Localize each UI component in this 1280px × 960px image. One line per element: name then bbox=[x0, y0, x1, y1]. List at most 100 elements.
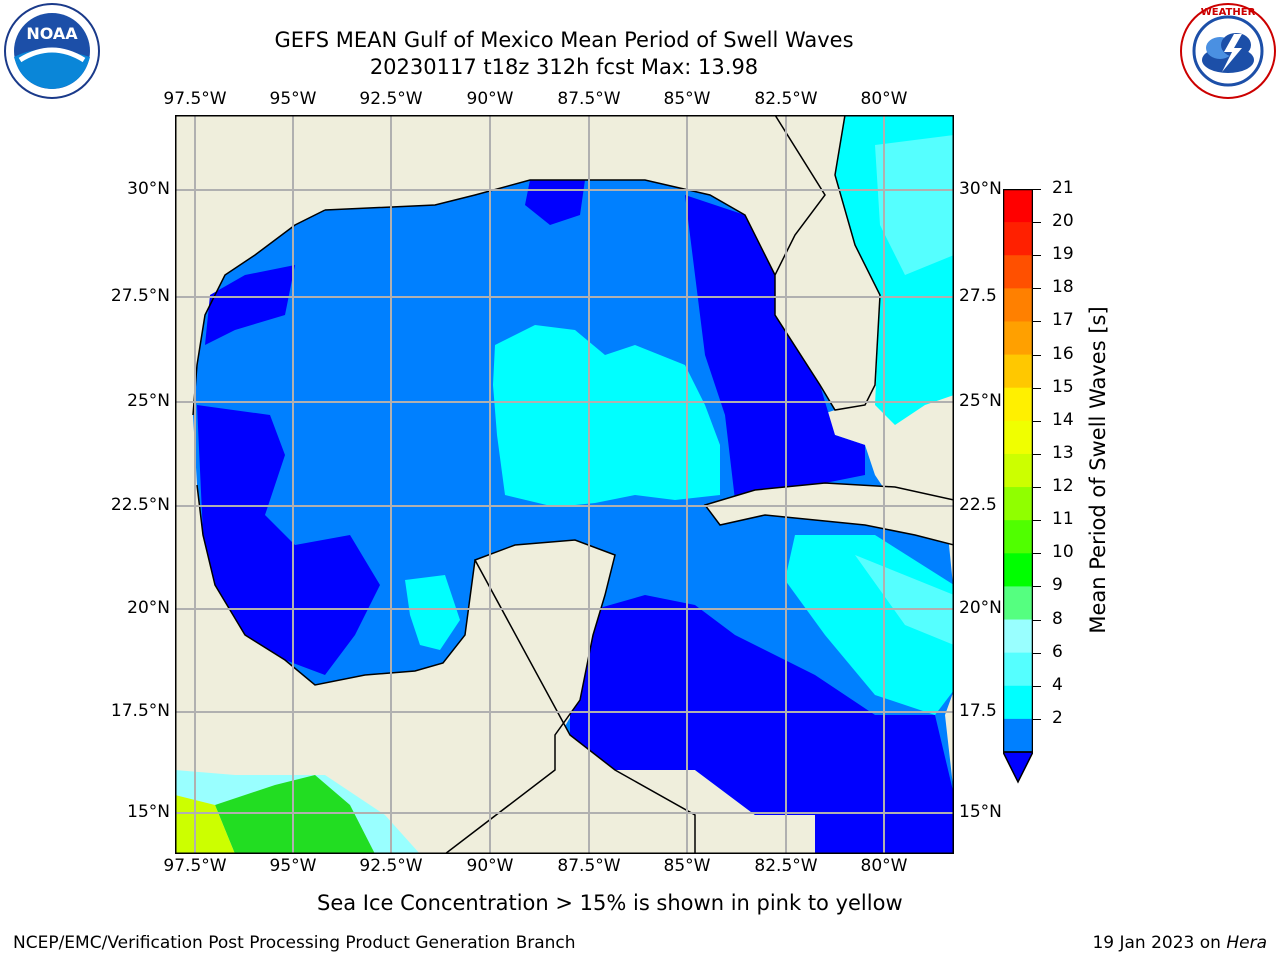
footer-left: NCEP/EMC/Verification Post Processing Pr… bbox=[13, 933, 576, 953]
colorbar-swatch bbox=[1003, 619, 1033, 654]
footer-right: 19 Jan 2023 on Hera bbox=[1092, 933, 1267, 953]
footer-machine: Hera bbox=[1226, 933, 1267, 953]
noaa-logo: NOAA bbox=[2, 2, 102, 100]
colorbar-tick-mark bbox=[1033, 652, 1041, 654]
lon-tick-bottom: 87.5°W bbox=[557, 856, 621, 876]
lon-tick-top: 87.5°W bbox=[557, 89, 621, 109]
colorbar-swatch bbox=[1003, 354, 1033, 389]
colorbar-tick: 8 bbox=[1052, 608, 1063, 629]
svg-text:WEATHER: WEATHER bbox=[1201, 7, 1256, 18]
colorbar-tick: 11 bbox=[1052, 509, 1074, 530]
lat-tick-left: 15°N bbox=[127, 802, 170, 822]
colorbar-tick: 16 bbox=[1052, 343, 1074, 364]
lat-tick-left: 27.5°N bbox=[110, 286, 170, 306]
lon-tick-bottom: 85°W bbox=[663, 856, 711, 876]
lon-tick-bottom: 95°W bbox=[269, 856, 317, 876]
map-title: GEFS MEAN Gulf of Mexico Mean Period of … bbox=[274, 28, 854, 52]
lat-tick-left: 20°N bbox=[127, 598, 170, 618]
colorbar-tick-mark bbox=[1033, 586, 1041, 588]
lat-tick-right: 20°N bbox=[959, 598, 1002, 618]
colorbar-tick: 10 bbox=[1052, 542, 1074, 563]
cuba bbox=[703, 482, 955, 546]
footer-date: 19 Jan 2023 on bbox=[1092, 933, 1227, 953]
lon-tick-bottom: 80°W bbox=[860, 856, 908, 876]
colorbar-swatch bbox=[1003, 586, 1033, 621]
contour-2s-west bbox=[197, 405, 380, 675]
lon-tick-top: 80°W bbox=[860, 89, 908, 109]
lat-tick-right: 27.5 bbox=[959, 286, 997, 306]
contour-6s-central bbox=[493, 325, 720, 507]
colorbar-swatch bbox=[1003, 553, 1033, 587]
colorbar-swatch bbox=[1003, 222, 1033, 256]
colorbar-tick: 15 bbox=[1052, 376, 1074, 397]
colorbar-tick: 12 bbox=[1052, 476, 1074, 497]
colorbar-tick: 20 bbox=[1052, 211, 1074, 232]
colorbar-extend-arrow bbox=[1001, 751, 1035, 784]
colorbar-tick-mark bbox=[1033, 520, 1041, 522]
lat-tick-right: 17.5 bbox=[959, 701, 997, 721]
colorbar-tick-mark bbox=[1033, 420, 1041, 422]
colorbar-tick-mark bbox=[1033, 222, 1041, 224]
colorbar-tick: 4 bbox=[1052, 674, 1063, 695]
colorbar-tick: 13 bbox=[1052, 442, 1074, 463]
lat-tick-right: 22.5 bbox=[959, 495, 997, 515]
colorbar-swatch bbox=[1003, 288, 1033, 322]
colorbar-tick-mark bbox=[1033, 685, 1041, 687]
map-subtitle: 20230117 t18z 312h fcst Max: 13.98 bbox=[369, 55, 759, 79]
national-weather-service-logo: WEATHER bbox=[1178, 2, 1278, 100]
colorbar-tick: 6 bbox=[1052, 641, 1063, 662]
lon-tick-top: 90°W bbox=[466, 89, 514, 109]
lat-tick-left: 30°N bbox=[127, 179, 170, 199]
contour-8s-caribbean bbox=[855, 555, 954, 645]
colorbar-swatch bbox=[1003, 652, 1033, 687]
lat-tick-left: 22.5°N bbox=[110, 495, 170, 515]
lon-tick-top: 92.5°W bbox=[359, 89, 423, 109]
contour-6s-campeche bbox=[405, 575, 460, 650]
lat-tick-right: 15°N bbox=[959, 802, 1002, 822]
pacific-yellowgreen bbox=[175, 795, 235, 854]
lat-tick-right: 25°N bbox=[959, 391, 1002, 411]
colorbar-tick-mark bbox=[1033, 487, 1041, 489]
colorbar-tick-mark bbox=[1033, 619, 1041, 621]
lon-tick-bottom: 92.5°W bbox=[359, 856, 423, 876]
lon-tick-bottom: 90°W bbox=[466, 856, 514, 876]
contour-2s-east bbox=[685, 195, 865, 500]
colorbar-swatch bbox=[1003, 453, 1033, 488]
sea-ice-note: Sea Ice Concentration > 15% is shown in … bbox=[317, 891, 903, 915]
contour-2s-northwest bbox=[205, 265, 295, 345]
contour-2s-north bbox=[525, 180, 585, 225]
coastline bbox=[192, 179, 776, 686]
colorbar-swatch bbox=[1003, 487, 1033, 521]
colorbar bbox=[1001, 188, 1035, 784]
colorbar-tick: 17 bbox=[1052, 310, 1074, 331]
colorbar-tick: 14 bbox=[1052, 409, 1074, 430]
colorbar-tick: 18 bbox=[1052, 277, 1074, 298]
florida bbox=[773, 114, 881, 411]
lon-tick-top: 95°W bbox=[269, 89, 317, 109]
colorbar-swatch bbox=[1003, 718, 1033, 753]
lon-tick-top: 82.5°W bbox=[754, 89, 818, 109]
colorbar-swatch bbox=[1003, 685, 1033, 720]
lon-tick-top: 85°W bbox=[663, 89, 711, 109]
lat-tick-left: 17.5°N bbox=[110, 701, 170, 721]
colorbar-swatch bbox=[1003, 520, 1033, 554]
colorbar-tick-mark bbox=[1033, 387, 1041, 389]
map-frame bbox=[174, 114, 955, 855]
colorbar-label: Mean Period of Swell Waves [s] bbox=[1086, 306, 1110, 634]
lat-tick-right: 30°N bbox=[959, 179, 1002, 199]
colorbar-tick-mark bbox=[1033, 354, 1041, 356]
colorbar-tick-mark bbox=[1033, 553, 1041, 555]
svg-text:NOAA: NOAA bbox=[26, 24, 78, 43]
colorbar-tick-mark bbox=[1033, 288, 1041, 290]
colorbar-tick-mark bbox=[1033, 255, 1041, 257]
map-panel bbox=[174, 114, 955, 855]
colorbar-tick: 9 bbox=[1052, 575, 1063, 596]
lon-tick-top: 97.5°W bbox=[163, 89, 227, 109]
colorbar-tick: 19 bbox=[1052, 244, 1074, 265]
colorbar-tick: 2 bbox=[1052, 707, 1063, 728]
lon-tick-bottom: 82.5°W bbox=[754, 856, 818, 876]
colorbar-swatch bbox=[1003, 420, 1033, 455]
colorbar-tick-mark bbox=[1033, 321, 1041, 323]
colorbar-tick: 21 bbox=[1052, 178, 1074, 198]
colorbar-swatch bbox=[1003, 387, 1033, 422]
